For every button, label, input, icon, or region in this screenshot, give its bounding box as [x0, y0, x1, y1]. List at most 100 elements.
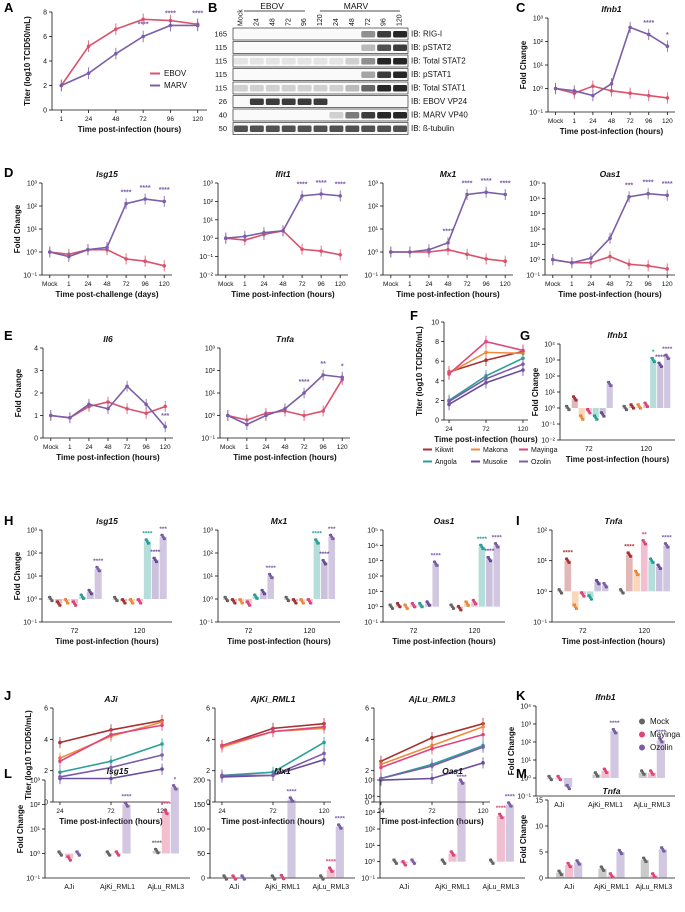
- data-point: [461, 781, 465, 785]
- data-point: [572, 89, 577, 93]
- band: [281, 58, 296, 65]
- y-tick-label: 10⁴: [520, 704, 531, 711]
- significance-marker: ****: [142, 531, 153, 538]
- group-label: MARV: [344, 1, 369, 11]
- x-tick-label: 120: [160, 444, 171, 451]
- mw-label: 165: [214, 29, 227, 38]
- y-tick-label: 10⁰: [364, 858, 375, 866]
- data-point: [86, 247, 90, 252]
- x-axis-label: Time post-infection (hours): [221, 817, 325, 826]
- data-point: [509, 804, 513, 808]
- chart-title: Ifit1: [275, 169, 290, 179]
- band: [377, 44, 392, 51]
- x-tick-label: 120: [335, 281, 346, 288]
- data-point: [625, 408, 629, 412]
- x-tick-label: 120: [478, 808, 489, 815]
- data-point: [413, 605, 417, 609]
- data-point: [500, 816, 504, 820]
- band: [234, 125, 248, 132]
- data-point: [644, 542, 648, 546]
- band: [345, 112, 360, 119]
- data-point: [551, 257, 555, 262]
- group-label: EBOV: [260, 1, 284, 11]
- data-point: [465, 252, 469, 257]
- y-tick-label: 10³: [521, 722, 532, 729]
- x-tick-label: 72: [482, 426, 490, 433]
- y-tick-label: 10⁰: [536, 588, 547, 596]
- data-point: [143, 197, 147, 201]
- data-point: [379, 776, 383, 781]
- x-axis-label: Time post-infection (hours): [380, 817, 484, 826]
- chart-title: Isg15: [96, 516, 118, 526]
- data-point: [124, 257, 128, 261]
- x-tick-label: 72: [71, 628, 79, 635]
- band: [249, 58, 264, 65]
- chart-title: Ifnb1: [601, 4, 622, 14]
- band: [313, 125, 328, 132]
- y-tick-label: 100: [193, 827, 205, 834]
- bar: [574, 862, 583, 878]
- data-point: [447, 372, 451, 376]
- y-tick-label: 10¹: [203, 574, 214, 581]
- data-point: [243, 234, 247, 239]
- y-tick-label: 10¹: [533, 63, 544, 70]
- legend-entry: EBOV: [164, 69, 187, 78]
- bar: [610, 731, 619, 778]
- panel-letter-L: L: [4, 766, 12, 781]
- x-tick-label: 1: [67, 281, 71, 288]
- bar: [321, 562, 328, 599]
- band: [361, 44, 376, 51]
- data-point: [466, 603, 470, 607]
- y-tick-label: 10⁰: [26, 596, 37, 604]
- data-point: [59, 83, 64, 88]
- data-point: [481, 732, 485, 737]
- legend-entry: Ozolin: [650, 743, 673, 752]
- data-point: [644, 860, 648, 864]
- x-axis-label: Time post-infection (hours): [558, 290, 662, 299]
- x-axis-label: Time post-infection (hours): [560, 127, 664, 136]
- x-tick-label: 1: [408, 281, 412, 288]
- significance-marker: ****: [335, 816, 346, 823]
- lane-label: 24: [253, 18, 260, 26]
- data-point: [220, 743, 224, 748]
- x-tick-label: 24: [377, 808, 385, 815]
- band: [234, 85, 248, 92]
- band: [313, 58, 328, 65]
- data-point: [395, 861, 399, 865]
- x-tick-label: Mock: [383, 281, 399, 288]
- band: [297, 98, 312, 105]
- data-point: [270, 576, 274, 580]
- data-point: [262, 230, 266, 235]
- x-tick-label: 24: [587, 281, 595, 288]
- band: [281, 85, 296, 92]
- band: [329, 85, 344, 92]
- bar: [571, 398, 578, 408]
- band: [361, 31, 376, 38]
- significance-marker: ****: [165, 11, 176, 18]
- x-tick-label: 96: [142, 281, 150, 288]
- data-point: [591, 84, 595, 88]
- chart-title: Mx1: [274, 766, 291, 776]
- x-tick-label: 24: [56, 808, 64, 815]
- bar: [564, 560, 572, 592]
- data-point: [609, 82, 614, 86]
- data-point: [163, 537, 167, 541]
- lane-label: 72: [285, 18, 292, 26]
- x-tick-label: 48: [112, 116, 120, 123]
- data-point: [608, 254, 612, 259]
- x-tick-label: 72: [245, 628, 253, 635]
- x-tick-label: 72: [122, 281, 130, 288]
- data-point: [521, 368, 525, 372]
- bar: [151, 559, 159, 599]
- data-point: [316, 541, 320, 545]
- x-tick-label: 72: [585, 446, 593, 453]
- data-point: [58, 759, 62, 764]
- data-point: [646, 93, 651, 98]
- y-axis-label: Fold Change: [507, 726, 516, 775]
- data-point: [484, 377, 488, 381]
- y-tick-label: 10¹: [203, 217, 214, 224]
- band: [393, 71, 407, 78]
- band: [361, 125, 376, 132]
- y-tick-label: 150: [193, 802, 205, 809]
- x-tick-label: 120: [157, 808, 168, 815]
